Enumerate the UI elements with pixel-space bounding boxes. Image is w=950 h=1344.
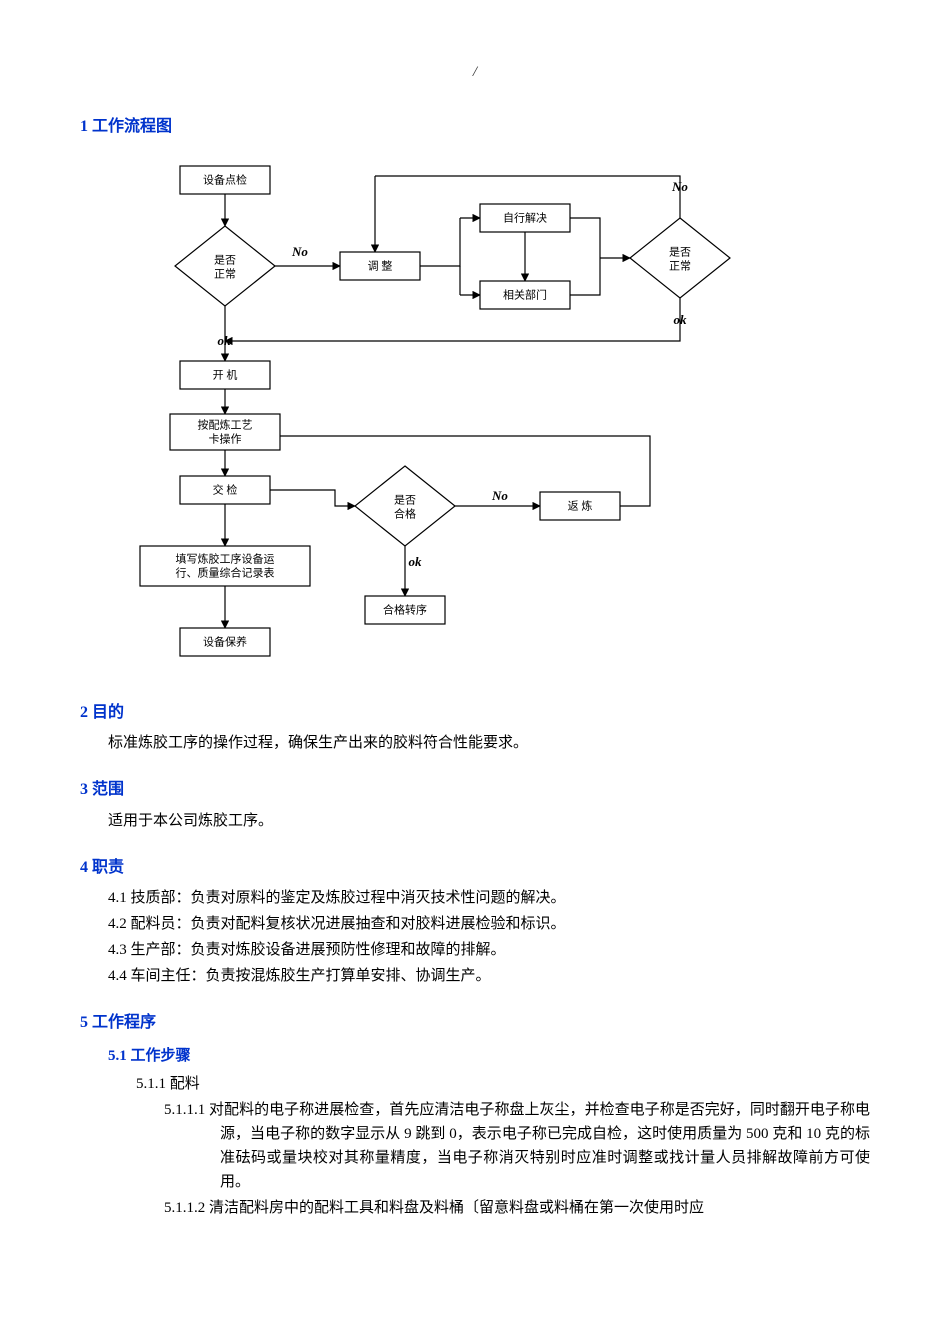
section-3-heading: 3 范围	[80, 777, 870, 803]
section-1-num: 1	[80, 118, 88, 135]
svg-text:合格: 合格	[394, 506, 416, 520]
svg-text:是否: 是否	[394, 493, 416, 506]
svg-text:是否: 是否	[214, 253, 236, 266]
svg-text:填写炼胶工序设备运: 填写炼胶工序设备运	[176, 551, 275, 565]
svg-text:No: No	[291, 244, 308, 259]
svg-text:行、质量综合记录表: 行、质量综合记录表	[176, 565, 275, 579]
svg-text:No: No	[491, 488, 508, 503]
section-4-item-4: 4.4 车间主任：负责按混炼胶生产打算单安排、协调生产。	[108, 964, 870, 988]
section-5-1-1: 5.1.1 配料	[136, 1072, 870, 1096]
section-4-heading: 4 职责	[80, 855, 870, 881]
svg-text:合格转序: 合格转序	[383, 602, 427, 616]
section-4-item-1: 4.1 技质部：负责对原料的鉴定及炼胶过程中消灭技术性问题的解决。	[108, 886, 870, 910]
svg-text:ok: ok	[674, 312, 688, 327]
svg-text:是否: 是否	[669, 245, 691, 258]
page-number: /	[80, 60, 870, 84]
section-5-title: 工作程序	[92, 1014, 156, 1031]
section-2-num: 2	[80, 704, 88, 721]
section-3-body: 适用于本公司炼胶工序。	[108, 809, 870, 833]
section-3-num: 3	[80, 781, 88, 798]
svg-text:设备保养: 设备保养	[203, 634, 247, 648]
svg-text:正常: 正常	[214, 267, 236, 280]
svg-text:自行解决: 自行解决	[503, 210, 547, 224]
section-2-title: 目的	[92, 704, 124, 721]
section-5-1-num: 5.1	[108, 1048, 127, 1064]
svg-text:开 机: 开 机	[213, 367, 238, 381]
svg-text:ok: ok	[218, 333, 232, 348]
svg-text:返 炼: 返 炼	[568, 498, 593, 512]
section-5-1-1-1: 5.1.1.1 对配料的电子称进展检查，首先应清洁电子称盘上灰尘，并检查电子称是…	[164, 1098, 870, 1194]
section-5-heading: 5 工作程序	[80, 1010, 870, 1036]
section-4-item-3: 4.3 生产部：负责对炼胶设备进展预防性修理和故障的排解。	[108, 938, 870, 962]
workflow-flowchart: 设备点检是否正常调 整自行解决相关部门是否正常开 机按配炼工艺卡操作交 检是否合…	[120, 146, 830, 686]
section-2-body: 标准炼胶工序的操作过程，确保生产出来的胶料符合性能要求。	[108, 731, 870, 755]
svg-text:相关部门: 相关部门	[503, 287, 547, 301]
svg-text:交 检: 交 检	[213, 482, 238, 496]
svg-text:ok: ok	[409, 554, 423, 569]
svg-text:按配炼工艺: 按配炼工艺	[198, 417, 253, 431]
svg-text:卡操作: 卡操作	[209, 431, 242, 445]
section-5-1-heading: 5.1 工作步骤	[108, 1044, 870, 1068]
svg-text:No: No	[671, 179, 688, 194]
section-5-num: 5	[80, 1014, 88, 1031]
svg-text:设备点检: 设备点检	[203, 172, 247, 186]
section-3-title: 范围	[92, 781, 124, 798]
section-4-title: 职责	[92, 859, 124, 876]
section-2-heading: 2 目的	[80, 700, 870, 726]
svg-text:正常: 正常	[669, 259, 691, 272]
section-1-title: 工作流程图	[92, 118, 172, 135]
section-1-heading: 1 工作流程图	[80, 114, 870, 140]
section-4-item-2: 4.2 配料员：负责对配料复核状况进展抽查和对胶料进展检验和标识。	[108, 912, 870, 936]
section-5-1-title: 工作步骤	[131, 1048, 191, 1064]
svg-text:调 整: 调 整	[368, 258, 393, 272]
section-4-num: 4	[80, 859, 88, 876]
section-5-1-1-2: 5.1.1.2 清洁配料房中的配料工具和料盘及料桶〔留意料盘或料桶在第一次使用时…	[164, 1196, 870, 1220]
